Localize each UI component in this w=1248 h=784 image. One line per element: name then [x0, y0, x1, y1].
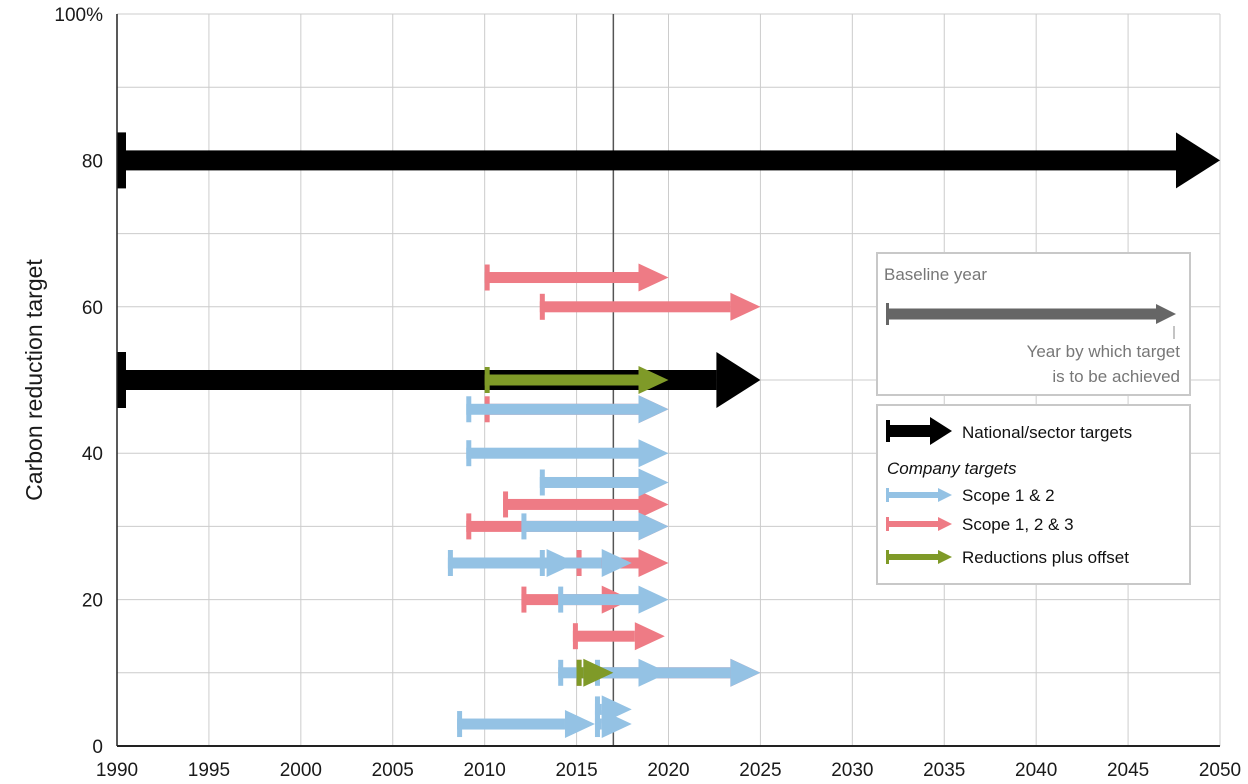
y-tick-label: 100%: [54, 5, 103, 26]
legend-label-scope12: Scope 1 & 2: [962, 486, 1055, 505]
legend-swatch-scope123: [886, 517, 952, 531]
legend-explanation-box: [876, 252, 1191, 396]
legend-arrow-offset: [886, 550, 952, 564]
legend-explanation: Baseline year Year by which target is to…: [876, 252, 1191, 396]
x-tick-label: 2040: [1015, 760, 1057, 781]
x-tick-label: 2010: [464, 760, 506, 781]
y-tick-label: 40: [82, 444, 103, 465]
y-tick-label: 60: [82, 298, 103, 319]
scope12-arrow: [558, 585, 669, 614]
y-axis-label: Carbon reduction target: [21, 259, 47, 501]
x-tick-label: 2025: [739, 760, 781, 781]
legend-company-heading: Company targets: [887, 459, 1017, 478]
y-tick-label: 0: [92, 737, 103, 758]
legend-label-national: National/sector targets: [962, 423, 1132, 442]
target-year-label-line2: is to be achieved: [1052, 367, 1180, 386]
y-tick-labels: 0 20 40 60 80 100%: [54, 5, 103, 758]
scope12-arrow: [539, 468, 669, 497]
x-tick-label: 2035: [923, 760, 965, 781]
x-tick-label: 1995: [188, 760, 230, 781]
scope12-arrow: [457, 710, 595, 739]
scope12-arrow: [466, 395, 669, 424]
scope12-arrow: [594, 658, 761, 687]
scope123-arrow: [484, 263, 669, 292]
scope123-arrow: [503, 490, 669, 519]
x-tick-label: 2000: [280, 760, 322, 781]
legend-arrow-scope123: [886, 517, 952, 531]
legend-swatch-scope12: [886, 488, 952, 502]
x-tick-label: 2020: [647, 760, 689, 781]
legend-label-offset: Reductions plus offset: [962, 548, 1129, 567]
y-tick-label: 80: [82, 151, 103, 172]
baseline-year-label: Baseline year: [884, 265, 987, 284]
scope12-arrow: [594, 710, 632, 739]
baseline-example-mark: [886, 303, 1176, 325]
y-tick-label: 20: [82, 591, 103, 612]
x-tick-label: 2050: [1199, 760, 1241, 781]
legend-swatch-national: [886, 417, 952, 445]
legend-arrow-national: [886, 417, 952, 445]
x-tick-label: 2045: [1107, 760, 1149, 781]
scope12-arrow: [539, 549, 632, 577]
x-tick-labels: 1990 1995 2000 2005 2010 2015 2020 2025 2030 2035…: [96, 760, 1241, 781]
axes: [116, 14, 1220, 747]
x-tick-label: 2015: [555, 760, 597, 781]
arrow-marks: [117, 132, 1220, 739]
target-year-label-line1: Year by which target: [1027, 342, 1181, 361]
x-tick-label: 1990: [96, 760, 138, 781]
national-arrow: [117, 132, 1220, 189]
scope12-arrow: [521, 512, 669, 541]
x-tick-label: 2030: [831, 760, 873, 781]
offset-arrow: [484, 366, 669, 394]
scope123-arrow: [539, 292, 761, 321]
scope123-arrow: [572, 622, 665, 651]
legend-series: National/sector targets Company targets …: [876, 404, 1191, 585]
offset-arrow: [576, 658, 614, 687]
scope12-arrow: [466, 439, 669, 468]
legend-swatch-offset: [886, 550, 952, 564]
legend-arrow-scope12: [886, 488, 952, 502]
legend-label-scope123: Scope 1, 2 & 3: [962, 515, 1074, 534]
baseline-example-arrow: [886, 303, 1176, 325]
x-tick-label: 2005: [372, 760, 414, 781]
